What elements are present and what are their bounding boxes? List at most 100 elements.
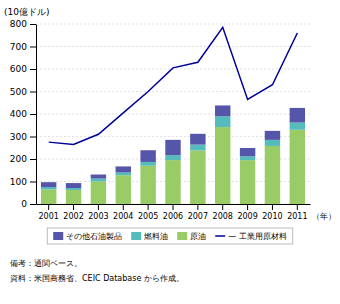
- marks: [41, 27, 305, 204]
- tick-label: 2011: [287, 212, 307, 221]
- bar: [41, 182, 56, 187]
- bar-series: [41, 105, 305, 188]
- bar: [41, 189, 56, 204]
- bar: [165, 155, 180, 160]
- legend-frame: [47, 228, 293, 244]
- legend-swatch: [131, 232, 141, 240]
- bar: [190, 145, 205, 151]
- tick-mark: [30, 159, 36, 160]
- tick: 100: [10, 177, 36, 187]
- x-axis: 2001200220032004200520062007200820092010…: [37, 204, 311, 221]
- tick: 2005: [138, 204, 158, 221]
- legend-swatch: [53, 232, 63, 240]
- tick-label: 2001: [39, 212, 59, 221]
- tick: 200: [10, 154, 36, 164]
- tick-mark: [30, 114, 36, 115]
- tick: 2006: [163, 204, 183, 221]
- tick: 2010: [262, 204, 282, 221]
- tick-label: 0: [21, 199, 27, 209]
- tick-label: 2010: [262, 212, 282, 221]
- tick: 2008: [213, 204, 233, 221]
- tick-mark: [173, 204, 174, 210]
- bar: [265, 131, 280, 140]
- bar-series: [41, 127, 305, 204]
- tick-mark: [73, 204, 74, 210]
- x-axis-label: （年）: [312, 212, 336, 221]
- plot: 0 100 200 300 400 500 600 700 800 2001 2002 2003 200…: [10, 19, 311, 220]
- tick-label: 600: [10, 64, 27, 74]
- tick-mark: [30, 92, 36, 93]
- bar: [215, 105, 230, 116]
- tick: 2004: [113, 204, 133, 221]
- legend-swatch: [215, 235, 225, 237]
- tick-mark: [30, 69, 36, 70]
- tick-mark: [30, 182, 36, 183]
- grid-line: [36, 46, 310, 47]
- note: 資料：米国商務省、CEIC Database から作成。: [10, 274, 184, 283]
- grid-line: [36, 24, 310, 25]
- bar: [116, 173, 131, 176]
- tick: 2001: [39, 204, 59, 221]
- tick: 2011: [287, 204, 307, 221]
- tick-label: 2005: [138, 212, 158, 221]
- legend-label: その他石油製品: [66, 232, 122, 241]
- bar: [165, 160, 180, 204]
- tick: 700: [10, 42, 36, 52]
- tick-label: 2004: [113, 212, 133, 221]
- bar: [265, 140, 280, 146]
- tick-mark: [30, 137, 36, 138]
- tick-mark: [30, 24, 36, 25]
- bar: [290, 130, 305, 204]
- bar: [66, 183, 81, 188]
- tick-mark: [30, 47, 36, 48]
- tick: 2003: [88, 204, 108, 221]
- tick-label: 2008: [213, 212, 233, 221]
- tick: 400: [10, 109, 36, 119]
- tick-mark: [148, 204, 149, 210]
- tick: 2009: [237, 204, 257, 221]
- bar: [165, 140, 180, 155]
- tick-mark: [48, 204, 49, 210]
- tick: 500: [10, 87, 36, 97]
- bar: [290, 123, 305, 130]
- tick-mark: [272, 204, 273, 210]
- bar: [91, 182, 106, 205]
- bar: [91, 179, 106, 182]
- tick-label: 2006: [163, 212, 183, 221]
- tick-mark: [197, 204, 198, 210]
- bar: [91, 175, 106, 179]
- bar: [265, 146, 280, 204]
- tick-label: 2009: [237, 212, 257, 221]
- tick: 800: [10, 19, 36, 29]
- tick: 300: [10, 132, 36, 142]
- tick-label: 200: [10, 154, 27, 164]
- tick-label: 100: [10, 177, 27, 187]
- tick-label: 500: [10, 87, 27, 97]
- bar: [66, 188, 81, 190]
- bar: [116, 175, 131, 204]
- bar: [240, 148, 255, 156]
- grid-line: [36, 114, 310, 115]
- tick-label: 2002: [63, 212, 83, 221]
- grid: [36, 24, 310, 204]
- note: 備考：通関ベース。: [10, 259, 82, 268]
- axis-line: [36, 25, 37, 205]
- tick-mark: [98, 204, 99, 210]
- tick: 2002: [63, 204, 83, 221]
- legend-label: 原油: [190, 232, 206, 241]
- tick: 0: [21, 199, 36, 209]
- chart: 0 100 200 300 400 500 600 700 800 2001 2002 2003 200…: [0, 0, 340, 304]
- bar: [41, 187, 56, 189]
- bar: [66, 190, 81, 204]
- tick-mark: [222, 204, 223, 210]
- bar: [140, 162, 155, 166]
- bar: [215, 127, 230, 204]
- legend-item: その他石油製品: [53, 232, 122, 241]
- tick-mark: [247, 204, 248, 210]
- tick-label: 2003: [88, 212, 108, 221]
- bar: [215, 116, 230, 127]
- tick: 600: [10, 64, 36, 74]
- tick-label: 400: [10, 109, 27, 119]
- tick-label: 700: [10, 42, 27, 52]
- bar: [190, 150, 205, 204]
